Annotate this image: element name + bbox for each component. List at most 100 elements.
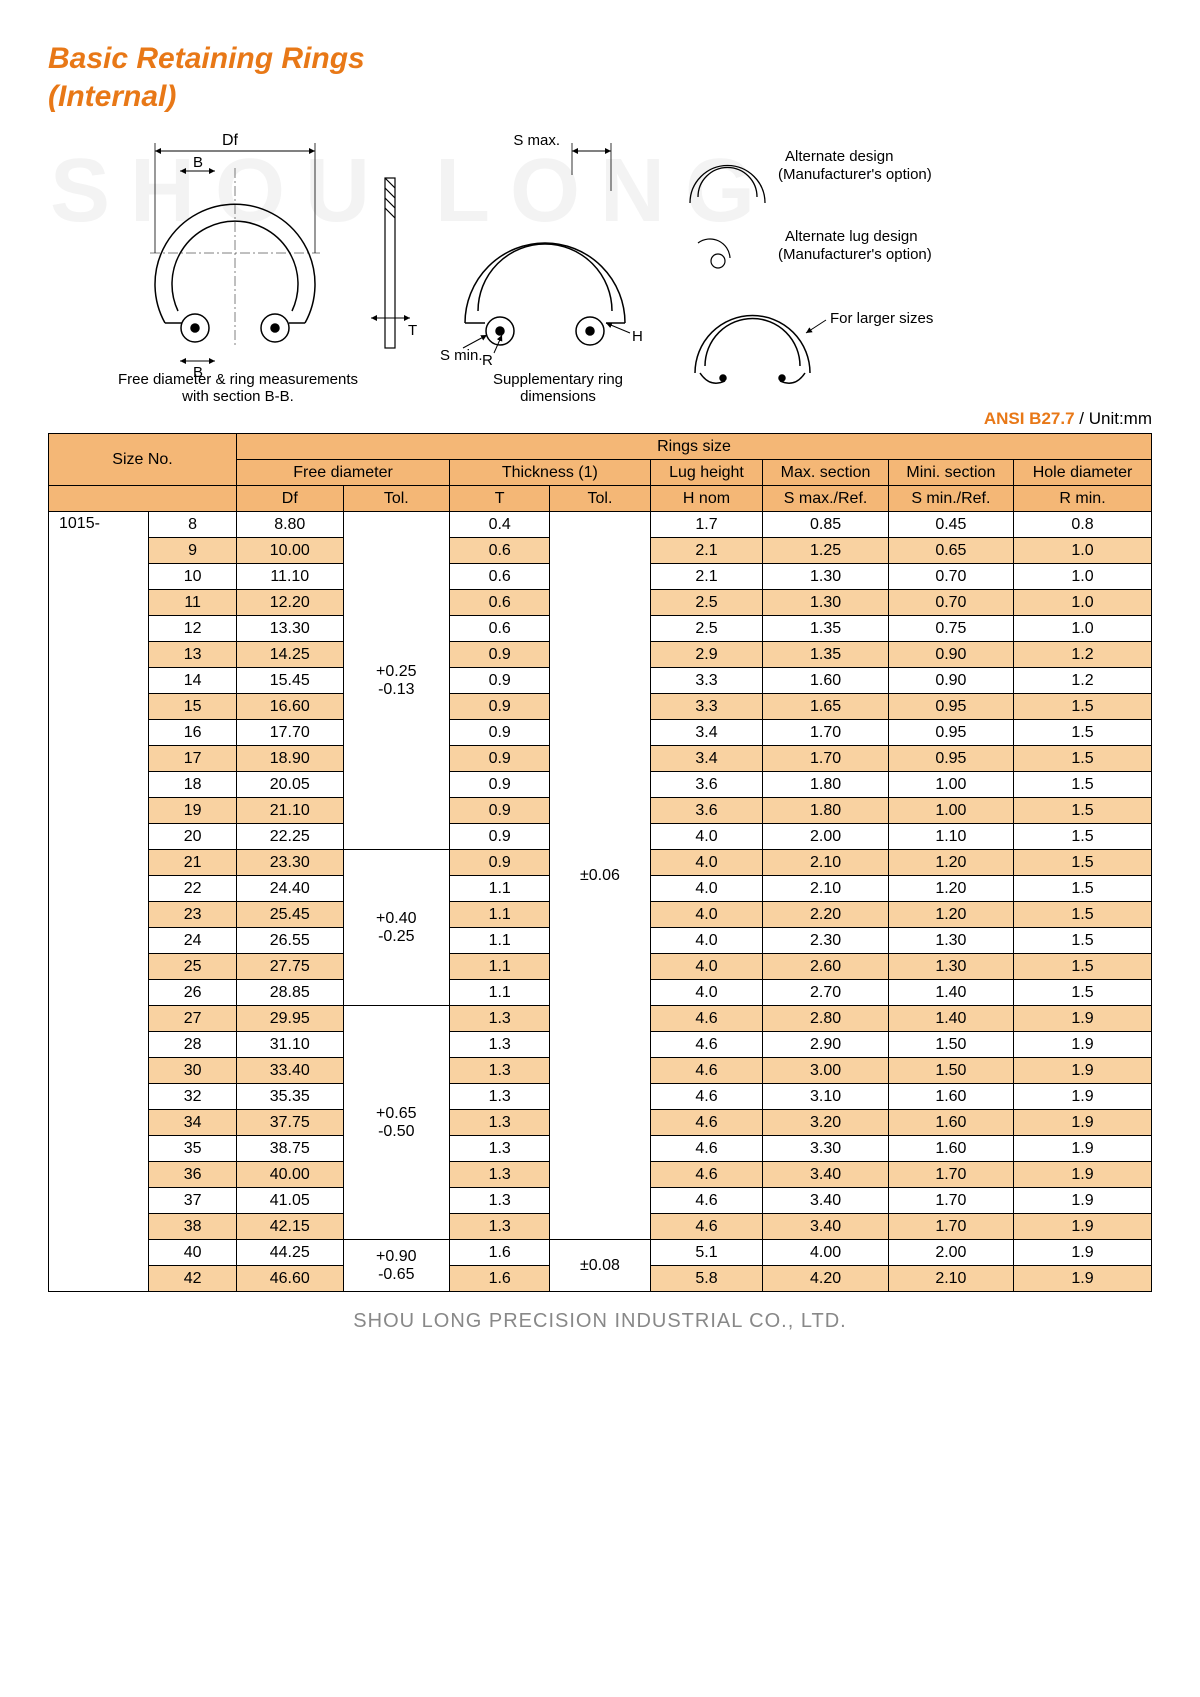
h-blank: [49, 486, 237, 512]
cell-n: 28: [149, 1032, 237, 1058]
cell-h: 4.0: [650, 980, 763, 1006]
cell-smax: 3.40: [763, 1214, 888, 1240]
cell-r: 1.5: [1014, 720, 1152, 746]
table-row: 4044.25+0.90-0.651.6±0.085.14.002.001.9: [49, 1240, 1152, 1266]
cell-t: 1.1: [450, 928, 550, 954]
cell-smax: 2.30: [763, 928, 888, 954]
cell-smin: 1.20: [888, 876, 1013, 902]
cell-h: 4.6: [650, 1162, 763, 1188]
cell-df: 18.90: [237, 746, 344, 772]
dim-r: R: [482, 352, 493, 369]
cell-n: 12: [149, 616, 237, 642]
cell-h: 3.6: [650, 798, 763, 824]
alt-lug-a: Alternate lug design: [785, 228, 918, 245]
footer: SHOU LONG PRECISION INDUSTRIAL CO., LTD.: [48, 1310, 1152, 1333]
cell-smin: 1.60: [888, 1084, 1013, 1110]
page-title: Basic Retaining Rings (Internal): [48, 40, 1152, 115]
diagram-area: Df B B T S max. S min. R H Alternate des…: [48, 123, 1152, 403]
cell-h: 4.6: [650, 1214, 763, 1240]
cell-h: 2.9: [650, 642, 763, 668]
cell-n: 23: [149, 902, 237, 928]
cell-h: 4.0: [650, 928, 763, 954]
h-hnom: H nom: [650, 486, 763, 512]
cell-df: 12.20: [237, 590, 344, 616]
cell-smin: 1.20: [888, 902, 1013, 928]
cell-t: 1.3: [450, 1058, 550, 1084]
cell-r: 1.9: [1014, 1240, 1152, 1266]
cell-h: 4.0: [650, 824, 763, 850]
cell-r: 1.5: [1014, 746, 1152, 772]
cell-n: 13: [149, 642, 237, 668]
cell-df: 27.75: [237, 954, 344, 980]
cell-n: 14: [149, 668, 237, 694]
cell-n: 17: [149, 746, 237, 772]
table-body: 1015-88.80+0.25-0.130.4±0.061.70.850.450…: [49, 512, 1152, 1292]
alt-lug-b: (Manufacturer's option): [778, 246, 932, 263]
dim-smax: S max.: [513, 132, 560, 149]
cell-df: 35.35: [237, 1084, 344, 1110]
cell-t: 0.9: [450, 668, 550, 694]
cell-r: 1.0: [1014, 538, 1152, 564]
cell-r: 1.0: [1014, 564, 1152, 590]
cell-smin: 1.40: [888, 980, 1013, 1006]
cell-smin: 1.50: [888, 1032, 1013, 1058]
alt-design-b: (Manufacturer's option): [778, 166, 932, 183]
cell-t: 1.3: [450, 1188, 550, 1214]
cell-df: 13.30: [237, 616, 344, 642]
cell-smax: 2.00: [763, 824, 888, 850]
cell-t: 0.9: [450, 642, 550, 668]
cell-t-tol: ±0.08: [550, 1240, 650, 1292]
cell-smax: 2.10: [763, 876, 888, 902]
cell-smin: 2.10: [888, 1266, 1013, 1292]
table-row: 1015-88.80+0.25-0.130.4±0.061.70.850.450…: [49, 512, 1152, 538]
cell-n: 42: [149, 1266, 237, 1292]
cell-smin: 0.95: [888, 746, 1013, 772]
cell-r: 1.9: [1014, 1110, 1152, 1136]
cell-df-tol: +0.90-0.65: [343, 1240, 450, 1292]
cell-r: 1.5: [1014, 824, 1152, 850]
cell-t: 1.1: [450, 980, 550, 1006]
cell-smax: 3.40: [763, 1188, 888, 1214]
cell-smax: 1.35: [763, 616, 888, 642]
cell-r: 0.8: [1014, 512, 1152, 538]
cell-smax: 1.70: [763, 746, 888, 772]
cell-n: 22: [149, 876, 237, 902]
cell-r: 1.5: [1014, 850, 1152, 876]
cell-smin: 1.10: [888, 824, 1013, 850]
cell-smax: 2.10: [763, 850, 888, 876]
cell-smin: 1.30: [888, 928, 1013, 954]
h-df: Df: [237, 486, 344, 512]
cell-smax: 3.10: [763, 1084, 888, 1110]
cell-df: 20.05: [237, 772, 344, 798]
cell-smax: 1.35: [763, 642, 888, 668]
cell-df: 42.15: [237, 1214, 344, 1240]
cell-df: 11.10: [237, 564, 344, 590]
cell-n: 35: [149, 1136, 237, 1162]
dim-h: H: [632, 328, 643, 345]
cell-h: 4.6: [650, 1006, 763, 1032]
cell-df: 44.25: [237, 1240, 344, 1266]
h-t: T: [450, 486, 550, 512]
cell-t: 0.9: [450, 694, 550, 720]
cell-df: 29.95: [237, 1006, 344, 1032]
cell-df: 14.25: [237, 642, 344, 668]
cell-n: 34: [149, 1110, 237, 1136]
cell-df: 28.85: [237, 980, 344, 1006]
cell-smax: 1.60: [763, 668, 888, 694]
cell-df: 23.30: [237, 850, 344, 876]
h-tol2: Tol.: [550, 486, 650, 512]
cell-df: 31.10: [237, 1032, 344, 1058]
cell-r: 1.5: [1014, 902, 1152, 928]
cell-n: 30: [149, 1058, 237, 1084]
cell-t: 0.9: [450, 824, 550, 850]
dim-t: T: [408, 322, 417, 339]
title-line2: (Internal): [48, 80, 176, 113]
cell-r: 1.5: [1014, 954, 1152, 980]
cell-smin: 0.95: [888, 694, 1013, 720]
cell-t: 1.3: [450, 1084, 550, 1110]
cell-r: 1.9: [1014, 1084, 1152, 1110]
cell-smin: 1.60: [888, 1136, 1013, 1162]
cell-smin: 0.70: [888, 564, 1013, 590]
cell-t: 1.1: [450, 876, 550, 902]
dim-df: Df: [222, 132, 239, 149]
